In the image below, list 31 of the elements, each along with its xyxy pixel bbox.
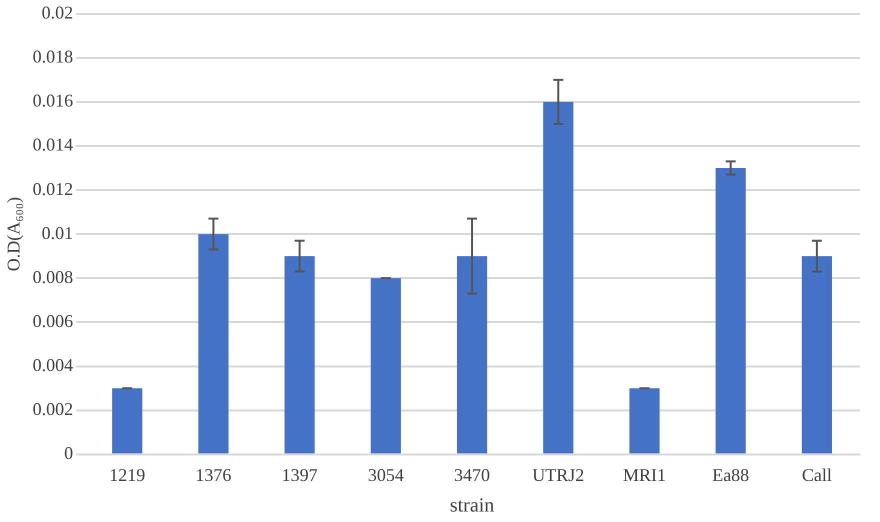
y-tick-label: 0.012 [32, 178, 74, 199]
x-axis-title: strain [450, 494, 494, 516]
bar [284, 256, 315, 454]
y-tick-label: 0.02 [42, 2, 74, 23]
y-tick-label: 0.006 [32, 310, 74, 331]
bar [716, 168, 746, 454]
bar [543, 102, 574, 454]
bar [370, 278, 401, 454]
x-tick-label: UTRJ2 [532, 464, 584, 485]
x-tick-label: MRI1 [622, 464, 666, 485]
x-tick-label: 3470 [454, 464, 490, 485]
y-tick-label: 0.002 [32, 399, 74, 420]
bar [456, 256, 488, 454]
bar [629, 388, 660, 454]
x-tick-label: Ea88 [712, 464, 750, 485]
y-tick-label: 0.018 [32, 46, 74, 67]
y-tick-label: 0.004 [32, 355, 74, 376]
bar [198, 234, 229, 454]
y-tick-label: 0.014 [32, 134, 74, 155]
y-tick-label: 0.01 [42, 222, 74, 243]
y-tick-label: 0 [64, 443, 74, 464]
x-tick-label: 1219 [109, 464, 146, 485]
y-tick-label: 0.016 [32, 90, 74, 111]
y-axis-title: O.D(A₆₀₀) [4, 196, 24, 272]
x-tick-label: 1376 [195, 464, 232, 485]
bar [802, 256, 832, 454]
x-tick-label: Call [802, 464, 832, 485]
x-tick-label: 1397 [282, 464, 318, 485]
bar [112, 388, 142, 454]
x-tick-label: 3054 [368, 464, 404, 485]
y-tick-label: 0.008 [32, 266, 74, 287]
